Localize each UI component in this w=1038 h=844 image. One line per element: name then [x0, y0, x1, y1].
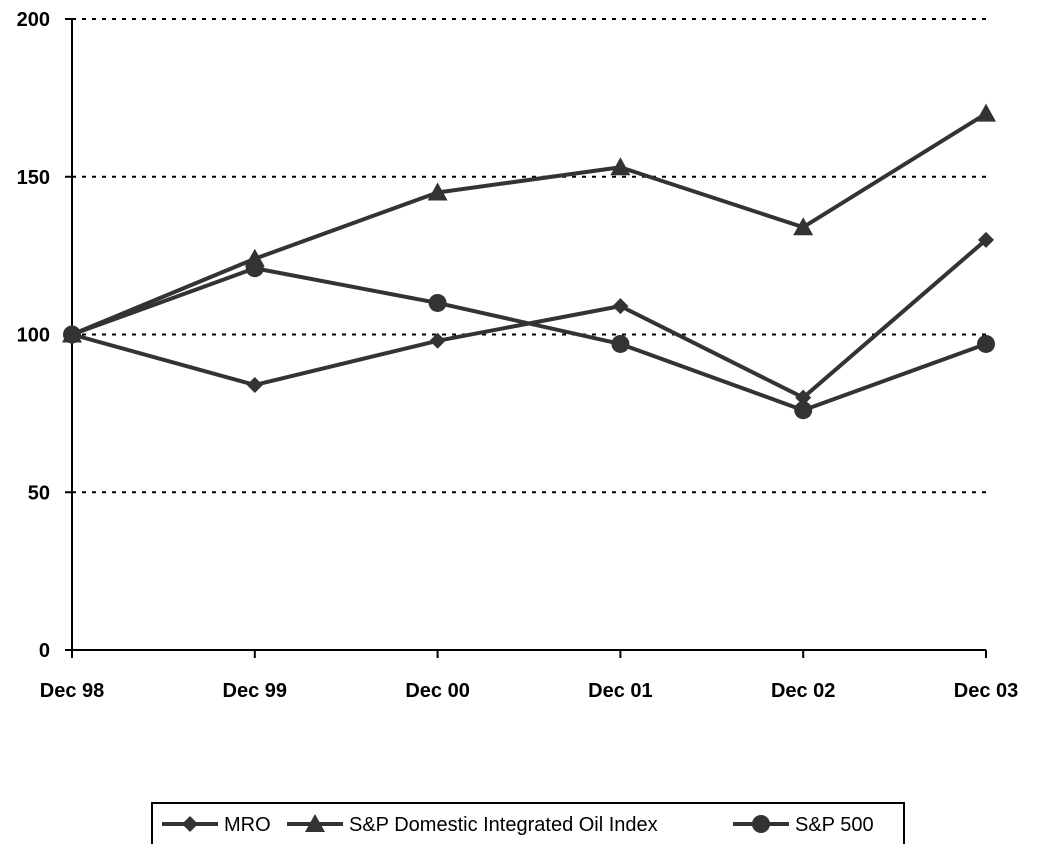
legend-item-circle: S&P 500 — [733, 814, 874, 836]
data-point-triangle — [976, 103, 996, 122]
data-point-circle — [63, 325, 81, 344]
series-line — [71, 266, 987, 413]
data-point-circle — [428, 293, 447, 312]
series-line — [71, 111, 988, 337]
x-tick-label: Dec 99 — [223, 680, 288, 702]
series-circle — [63, 259, 995, 420]
axes — [65, 18, 987, 658]
y-tick-label: 50 — [28, 482, 50, 504]
data-point-diamond — [795, 389, 812, 406]
data-point-diamond — [978, 231, 994, 248]
x-tick-label: Dec 00 — [405, 680, 470, 702]
y-tick-label: 200 — [17, 9, 50, 31]
legend: MRO S&P Domestic Integrated Oil Index S&P … — [151, 802, 905, 844]
data-point-diamond — [612, 298, 629, 315]
y-tick-labels: 0 50 100 150 200 — [17, 9, 50, 662]
y-tick-label: 150 — [17, 167, 50, 189]
data-point-diamond — [429, 332, 446, 349]
data-point-circle — [794, 401, 813, 420]
data-point-triangle — [793, 217, 814, 236]
data-point-circle — [611, 334, 630, 353]
legend-label: S&P Domestic Integrated Oil Index — [349, 814, 658, 836]
y-tick-label: 0 — [39, 640, 50, 662]
legend-item-triangle: S&P Domestic Integrated Oil Index — [287, 814, 658, 836]
series-line — [71, 238, 988, 400]
data-point-diamond — [246, 376, 263, 393]
x-tick-label: Dec 03 — [954, 680, 1019, 702]
series-diamond — [64, 231, 994, 406]
legend-marker-triangle — [305, 814, 325, 832]
legend-label: S&P 500 — [795, 814, 874, 836]
series — [62, 103, 996, 420]
x-tick-label: Dec 98 — [40, 680, 105, 702]
legend-marker-circle — [752, 815, 770, 833]
data-point-circle — [977, 334, 995, 353]
y-tick-label: 100 — [17, 325, 50, 347]
series-triangle — [62, 103, 996, 343]
legend-marker-diamond — [182, 816, 198, 832]
gridlines — [72, 18, 986, 494]
legend-label: MRO — [224, 814, 271, 836]
data-point-triangle — [427, 182, 448, 201]
data-point-circle — [245, 259, 264, 278]
x-tick-label: Dec 01 — [588, 680, 653, 702]
data-point-triangle — [610, 157, 631, 176]
x-tick-label: Dec 02 — [771, 680, 836, 702]
legend-item-diamond: MRO — [162, 814, 271, 836]
x-tick-labels: Dec 98 Dec 99 Dec 00 Dec 01 Dec 02 Dec 03 — [40, 680, 1019, 702]
